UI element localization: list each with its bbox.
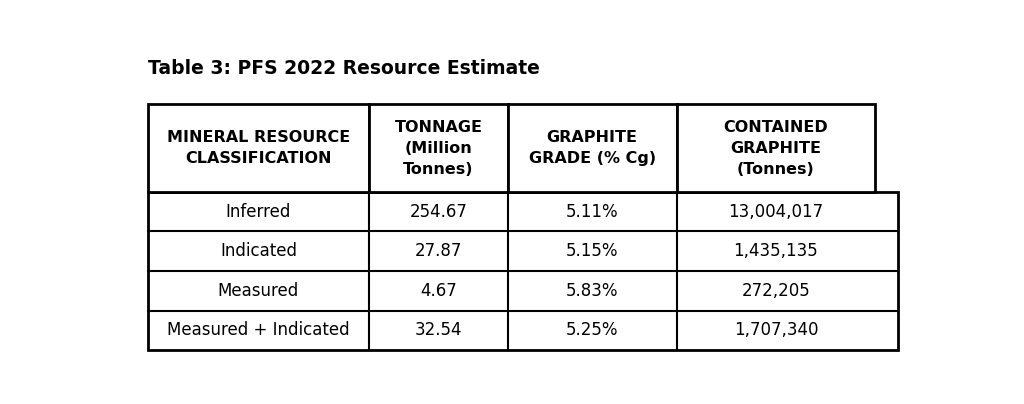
Text: 13,004,017: 13,004,017 [728, 202, 823, 221]
Text: 4.67: 4.67 [420, 282, 457, 300]
Text: 27.87: 27.87 [415, 242, 462, 260]
Bar [147, 192, 898, 350]
Text: TONNAGE
(Million
Tonnes): TONNAGE (Million Tonnes) [394, 120, 482, 177]
Text: 32.54: 32.54 [415, 322, 462, 339]
Text: Table 3: PFS 2022 Resource Estimate: Table 3: PFS 2022 Resource Estimate [147, 59, 540, 78]
Text: 254.67: 254.67 [410, 202, 467, 221]
Text: Indicated: Indicated [220, 242, 297, 260]
Text: 5.11%: 5.11% [566, 202, 618, 221]
Text: 272,205: 272,205 [741, 282, 810, 300]
Bar [147, 105, 369, 192]
Text: 5.15%: 5.15% [566, 242, 618, 260]
Text: MINERAL RESOURCE
CLASSIFICATION: MINERAL RESOURCE CLASSIFICATION [167, 130, 350, 166]
Text: 5.83%: 5.83% [566, 282, 618, 300]
Bar [369, 105, 508, 192]
Text: Measured: Measured [218, 282, 299, 300]
Text: GRAPHITE
GRADE (% Cg): GRAPHITE GRADE (% Cg) [528, 130, 655, 166]
Text: Inferred: Inferred [225, 202, 291, 221]
Text: Measured + Indicated: Measured + Indicated [167, 322, 350, 339]
Text: CONTAINED
GRAPHITE
(Tonnes): CONTAINED GRAPHITE (Tonnes) [724, 120, 828, 177]
Bar [677, 105, 876, 192]
Text: 5.25%: 5.25% [566, 322, 618, 339]
Text: 1,707,340: 1,707,340 [733, 322, 818, 339]
Bar [508, 105, 677, 192]
Text: 1,435,135: 1,435,135 [733, 242, 818, 260]
